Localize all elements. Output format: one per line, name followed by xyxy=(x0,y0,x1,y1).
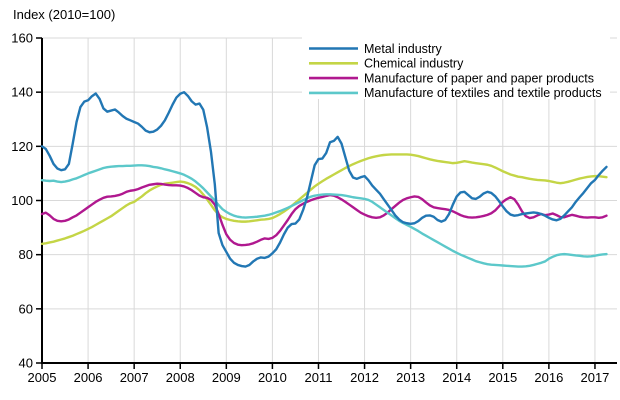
series-line-chemical-industry xyxy=(40,153,608,246)
y-tick-label: 80 xyxy=(19,247,33,262)
y-tick-label: 100 xyxy=(11,193,33,208)
x-tick-label: 2008 xyxy=(166,370,195,385)
x-tick-label: 2014 xyxy=(442,370,471,385)
x-tick-label: 2005 xyxy=(28,370,57,385)
y-tick-label: 140 xyxy=(11,85,33,100)
y-tick-label: 120 xyxy=(11,139,33,154)
series-line-manufacture-of-textiles-and-textile-products xyxy=(40,164,608,268)
y-tick-label: 60 xyxy=(19,301,33,316)
x-tick-label: 2010 xyxy=(258,370,287,385)
y-tick-label: 160 xyxy=(11,31,33,46)
x-tick-label: 2007 xyxy=(120,370,149,385)
legend-label-2: Manufacture of paper and paper products xyxy=(364,71,594,85)
x-tick-label: 2016 xyxy=(534,370,563,385)
y-tick-label: 40 xyxy=(19,356,33,371)
legend-label-1: Chemical industry xyxy=(364,57,464,71)
legend-label-0: Metal industry xyxy=(364,42,443,56)
x-tick-label: 2013 xyxy=(396,370,425,385)
legend-label-3: Manufacture of textiles and textile prod… xyxy=(364,86,602,100)
x-tick-label: 2015 xyxy=(488,370,517,385)
chart-title: Index (2010=100) xyxy=(13,7,116,22)
x-tick-label: 2011 xyxy=(304,370,332,385)
x-tick-label: 2009 xyxy=(212,370,241,385)
x-tick-label: 2012 xyxy=(350,370,379,385)
x-tick-label: 2006 xyxy=(74,370,103,385)
series-line-metal-industry xyxy=(40,90,608,268)
x-tick-label: 2017 xyxy=(580,370,609,385)
series-line-manufacture-of-paper-and-paper-products xyxy=(40,182,608,247)
